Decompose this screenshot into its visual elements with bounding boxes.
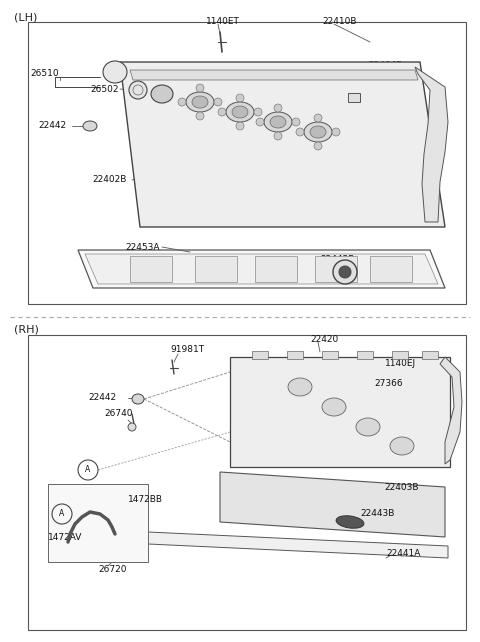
Ellipse shape [264,112,292,132]
Text: 26740: 26740 [104,410,132,419]
Text: 27366: 27366 [374,379,403,388]
Text: 1140EJ: 1140EJ [385,360,416,369]
Ellipse shape [192,96,208,108]
Circle shape [196,84,204,92]
Polygon shape [440,357,462,464]
Ellipse shape [186,92,214,112]
FancyBboxPatch shape [287,351,303,359]
Ellipse shape [310,126,326,138]
Polygon shape [315,256,357,282]
Circle shape [214,98,222,106]
Polygon shape [370,256,412,282]
Circle shape [314,114,322,122]
Circle shape [274,104,282,112]
Circle shape [129,81,147,99]
Circle shape [339,266,351,278]
Polygon shape [255,256,297,282]
Circle shape [178,98,186,106]
Circle shape [218,108,226,116]
Text: 22420: 22420 [310,334,338,343]
Text: A: A [60,510,65,519]
Text: 22441A: 22441A [386,550,420,559]
Text: 22443B: 22443B [320,256,354,265]
Ellipse shape [103,61,127,83]
Text: 26510: 26510 [30,69,59,78]
Ellipse shape [270,116,286,128]
Text: 26740B: 26740B [355,82,390,91]
Ellipse shape [151,85,173,103]
Ellipse shape [132,394,144,404]
Polygon shape [130,256,172,282]
Circle shape [296,128,304,136]
Text: 22443B: 22443B [360,510,395,519]
FancyBboxPatch shape [322,351,338,359]
Circle shape [236,122,244,130]
Polygon shape [415,67,448,222]
Ellipse shape [336,516,364,528]
Text: 1472BB: 1472BB [128,494,163,503]
FancyBboxPatch shape [28,335,466,630]
Circle shape [274,132,282,140]
Text: 22410B: 22410B [322,17,357,26]
Text: 22442: 22442 [38,121,66,130]
FancyBboxPatch shape [48,484,148,562]
Ellipse shape [83,121,97,131]
Text: 22402B: 22402B [92,175,126,184]
Circle shape [128,423,136,431]
FancyBboxPatch shape [422,351,438,359]
Ellipse shape [232,106,248,118]
Circle shape [236,94,244,102]
FancyBboxPatch shape [348,93,360,102]
Text: (RH): (RH) [14,324,39,334]
Ellipse shape [288,378,312,396]
Text: A: A [85,465,91,474]
Circle shape [292,118,300,126]
Text: 1472AV: 1472AV [48,532,83,541]
Polygon shape [220,472,445,537]
FancyBboxPatch shape [28,22,466,304]
Text: 22403B: 22403B [384,483,419,492]
FancyBboxPatch shape [357,351,373,359]
Text: 22453A: 22453A [125,243,159,252]
Polygon shape [148,532,448,558]
FancyBboxPatch shape [392,351,408,359]
Ellipse shape [390,437,414,455]
Circle shape [196,112,204,120]
Circle shape [314,142,322,150]
Ellipse shape [356,418,380,436]
Circle shape [332,128,340,136]
Polygon shape [78,250,445,288]
Polygon shape [85,254,438,284]
Text: 26720: 26720 [98,566,127,575]
Text: 22442: 22442 [88,394,116,403]
Text: 22404B: 22404B [368,62,402,71]
Polygon shape [230,357,450,467]
Circle shape [254,108,262,116]
Polygon shape [130,70,418,80]
Text: 26502: 26502 [90,85,119,94]
Polygon shape [120,62,445,227]
Circle shape [333,260,357,284]
Ellipse shape [304,122,332,142]
Polygon shape [195,256,237,282]
Ellipse shape [226,102,254,122]
Circle shape [256,118,264,126]
FancyBboxPatch shape [252,351,268,359]
Text: (LH): (LH) [14,12,37,22]
Text: 1140ET: 1140ET [206,17,240,26]
Text: 91981T: 91981T [170,345,204,354]
Ellipse shape [322,398,346,416]
